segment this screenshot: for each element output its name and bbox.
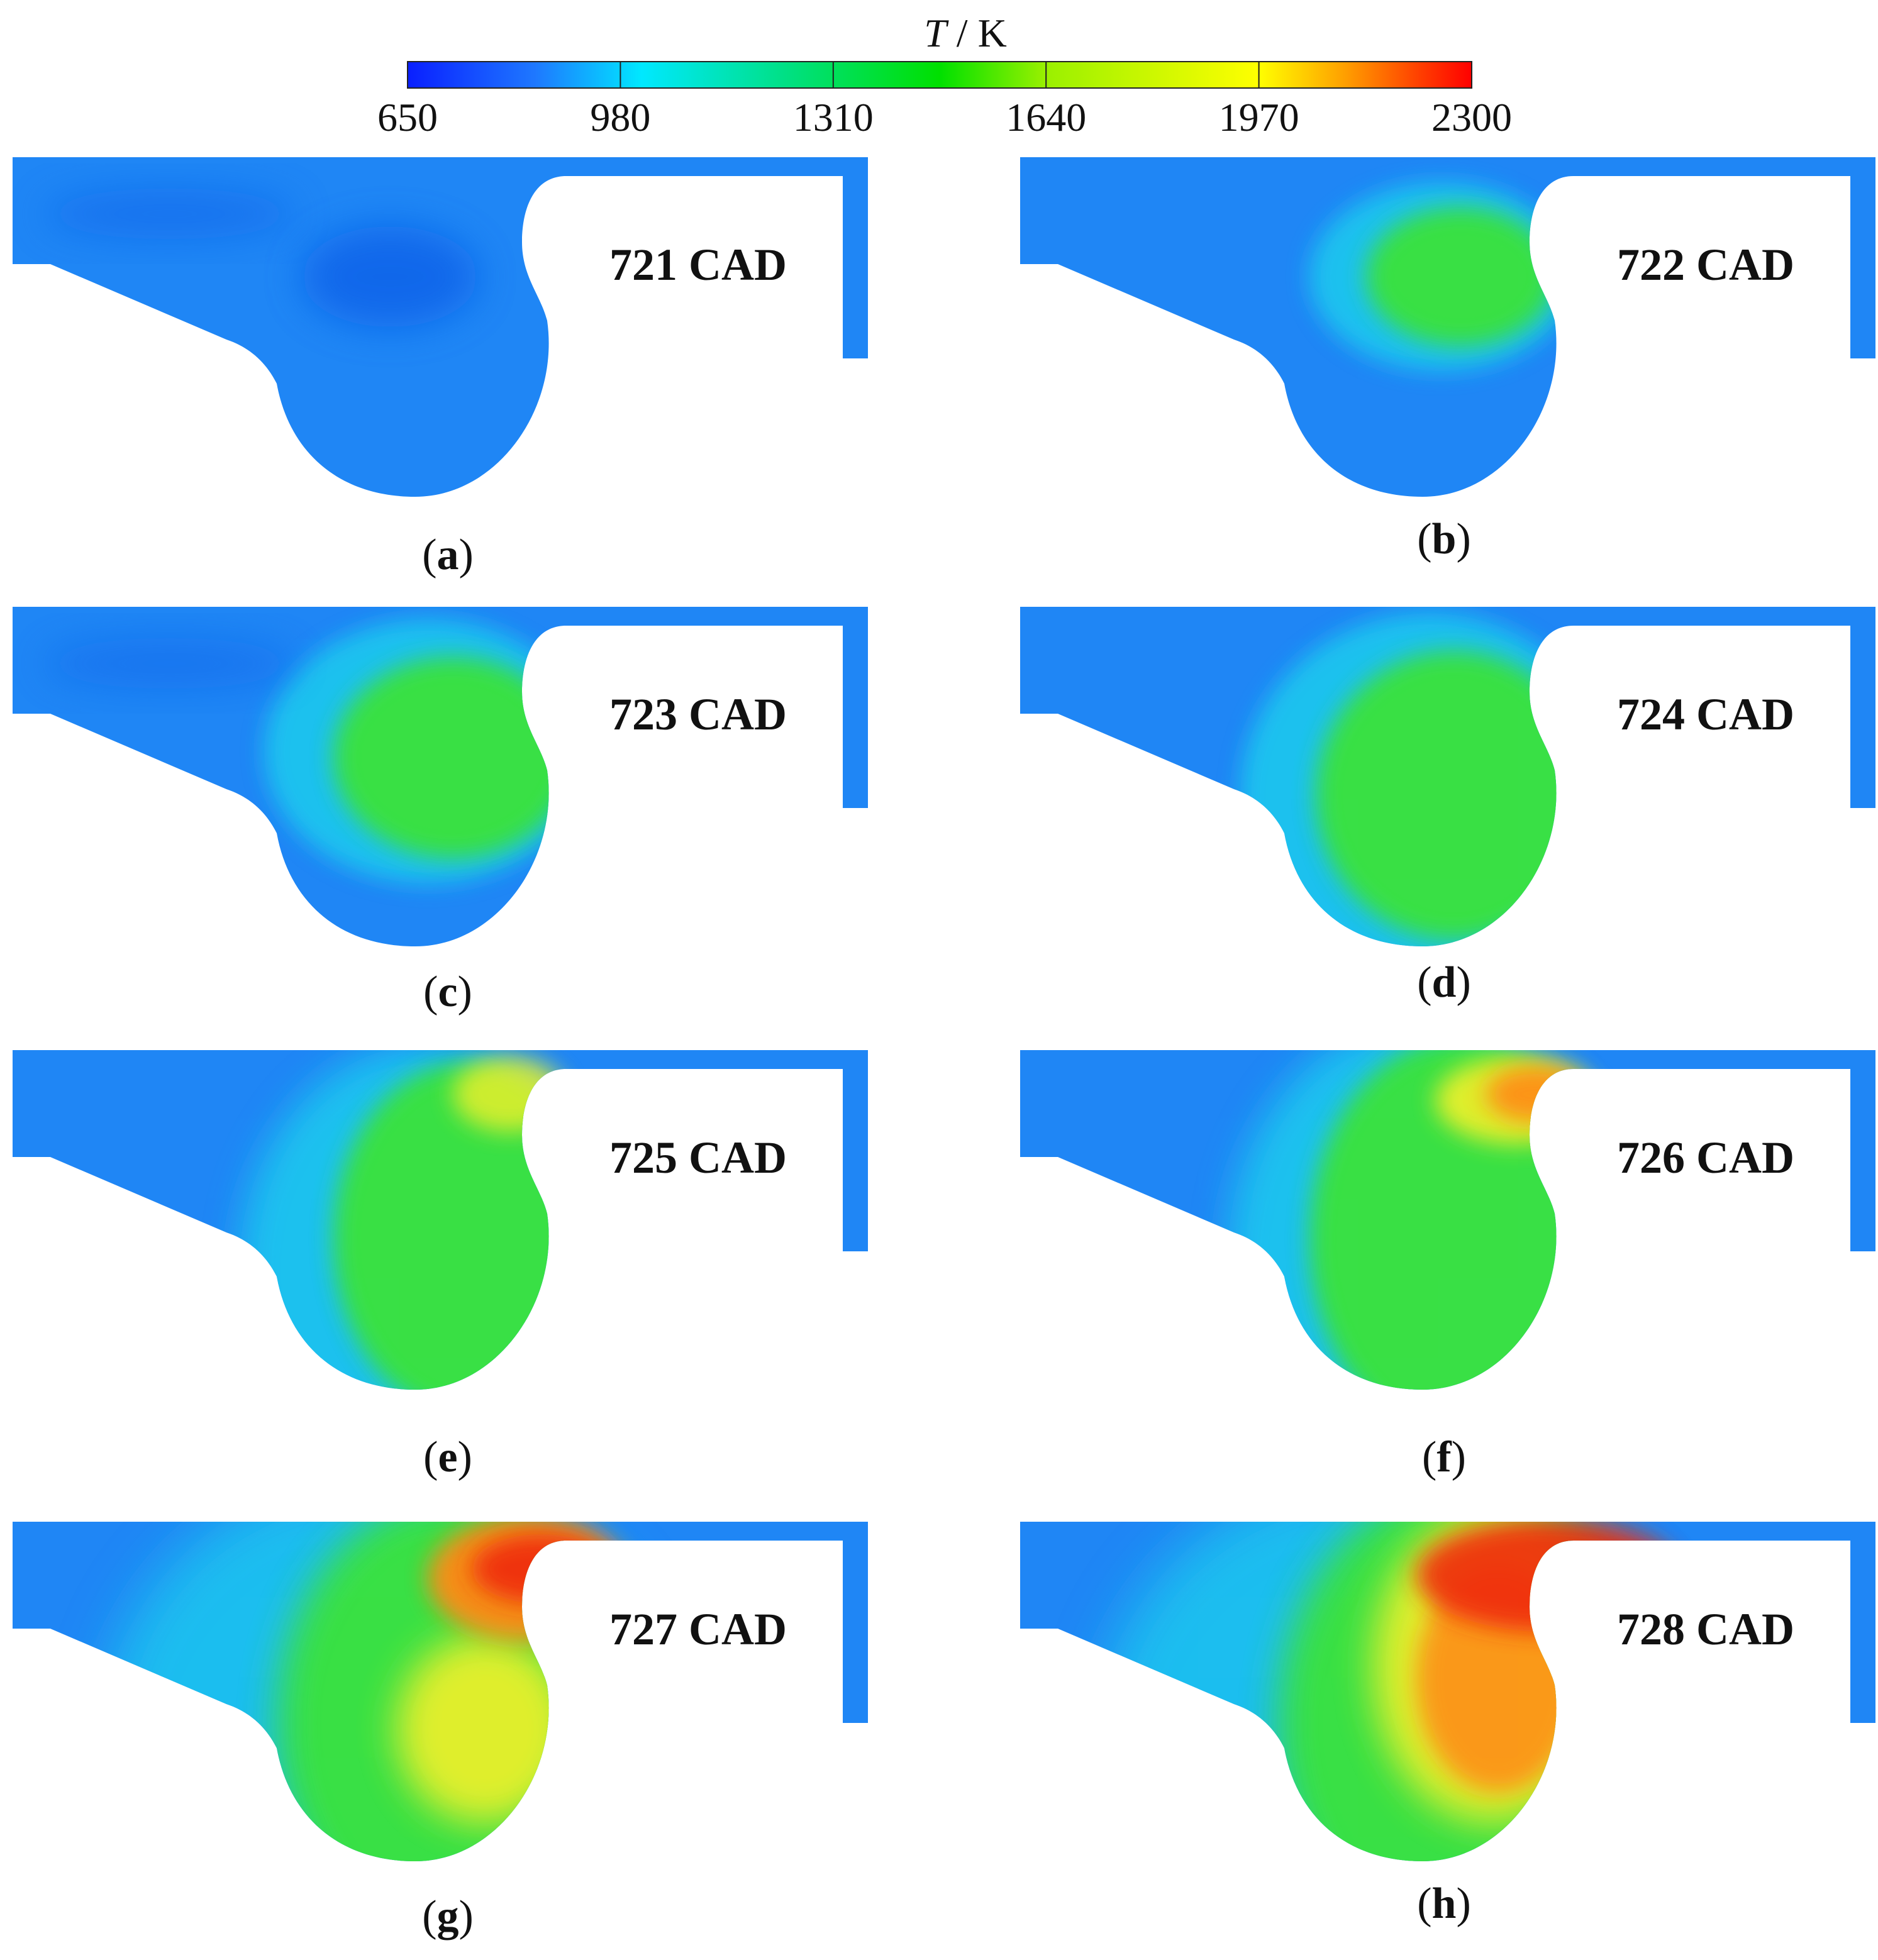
temperature-field (1228, 1050, 1630, 1390)
temperature-region (396, 1635, 572, 1824)
combustion-chamber-domain (13, 157, 868, 497)
contour-panel-g: 727 CAD (13, 1522, 868, 1861)
colorbar-dividers (620, 62, 1260, 88)
temperature-region (333, 657, 572, 858)
subfigure-label: (g) (422, 1892, 474, 1941)
colorbar-tick-label: 1970 (1219, 95, 1299, 140)
subfigure-label: (c) (423, 968, 472, 1016)
contour-panel-c: 723 CAD (13, 607, 868, 946)
contour-panel-a: 721 CAD (13, 157, 868, 497)
subfigure-label: (a) (422, 531, 474, 579)
temperature-region (1316, 651, 1592, 940)
temperature-region (453, 1056, 566, 1132)
temperature-region (44, 638, 296, 689)
colorbar-tick-label: 2300 (1431, 95, 1512, 140)
temperature-field (239, 1050, 616, 1390)
cad-label: 721 CAD (609, 240, 787, 290)
temperature-region (1486, 1066, 1586, 1122)
contour-panel-f: 726 CAD (1020, 1050, 1875, 1390)
subfigure-label: (e) (423, 1433, 472, 1481)
subfigure-label: (f) (1422, 1433, 1466, 1481)
colorbar-tick-label: 1310 (793, 95, 874, 140)
temperature-region (302, 226, 478, 327)
cad-label: 726 CAD (1617, 1132, 1794, 1183)
colorbar-unit: / K (957, 11, 1007, 55)
cad-label: 722 CAD (1617, 240, 1794, 290)
panel-grid: 721 CAD (a) 722 CAD (b) 723 CAD (c) 724 CAD (d)… (13, 157, 1875, 1941)
subfigure-label: (h) (1417, 1880, 1471, 1928)
cad-label: 727 CAD (609, 1604, 787, 1654)
colorbar-tick-label: 1640 (1006, 95, 1086, 140)
temperature-field (44, 189, 478, 327)
temperature-field (44, 619, 591, 883)
colorbar-tick-label: 650 (377, 95, 438, 140)
colorbar-title: T / K (924, 11, 1007, 55)
colorbar: T / K 650 980 1310 1640 1970 2300 (377, 11, 1512, 140)
cad-label: 724 CAD (1617, 689, 1794, 739)
cad-label: 723 CAD (609, 689, 787, 739)
subfigure-label: (d) (1417, 958, 1471, 1007)
temperature-region (472, 1534, 610, 1603)
colorbar-gradient (407, 61, 1472, 89)
colorbar-variable: T (924, 11, 949, 55)
contour-panel-b: 722 CAD (1020, 157, 1875, 497)
cad-label: 725 CAD (609, 1132, 787, 1183)
temperature-region (428, 1522, 629, 1641)
colorbar-ticks: 650 980 1310 1640 1970 2300 (377, 95, 1512, 140)
temperature-region (1366, 208, 1555, 346)
contour-panel-d: 724 CAD (687, 607, 1875, 946)
cad-label: 728 CAD (1617, 1604, 1794, 1654)
temperature-region (687, 641, 938, 692)
temperature-field (687, 613, 1618, 946)
contour-panel-e: 725 CAD (13, 1050, 868, 1390)
temperature-region (44, 189, 296, 239)
temperature-field (1309, 182, 1574, 371)
colorbar-tick-label: 980 (590, 95, 650, 140)
subfigure-label: (b) (1417, 515, 1471, 563)
